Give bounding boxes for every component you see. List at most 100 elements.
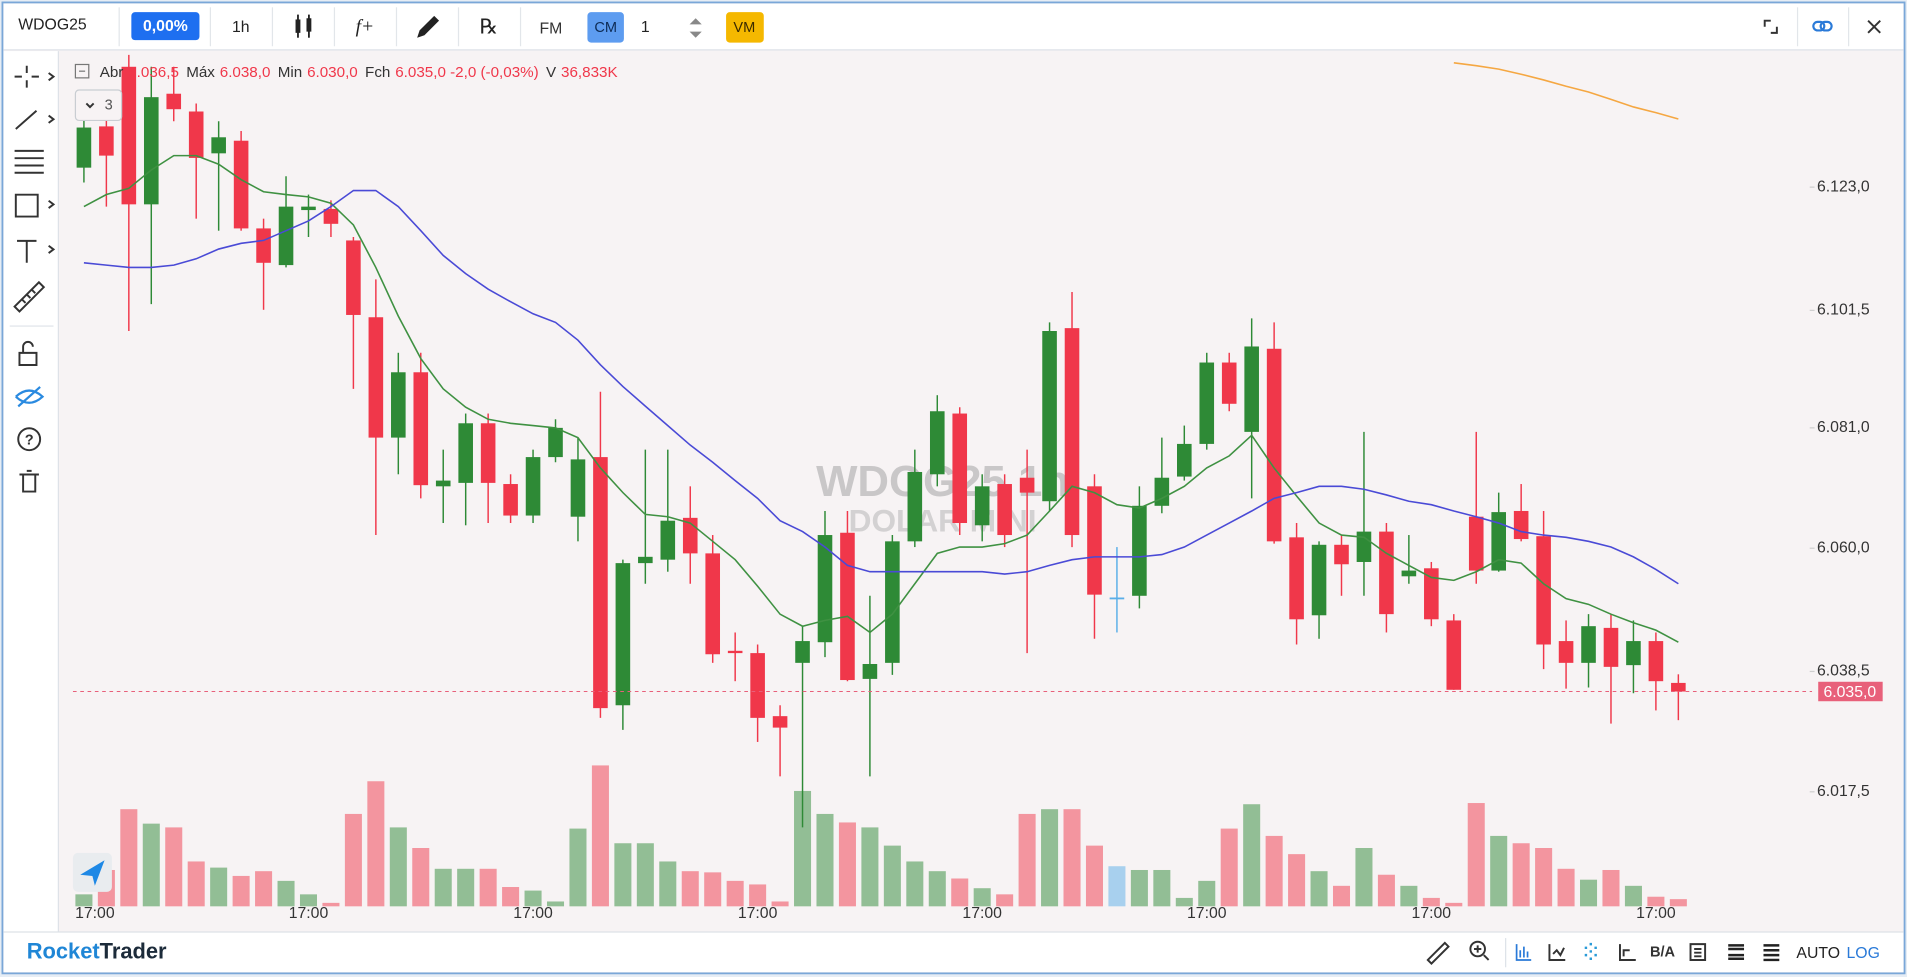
brand-part: Rocket: [27, 938, 101, 963]
dom-toggle[interactable]: [1728, 944, 1745, 960]
cm-button[interactable]: [587, 12, 624, 43]
volume-bar: [524, 890, 542, 907]
volume-bar: [1602, 869, 1620, 907]
volume-bar: [1198, 880, 1216, 907]
lock-tool[interactable]: [18, 340, 38, 366]
candle-body: [885, 541, 900, 663]
indicator-count[interactable]: [74, 89, 123, 122]
collapse-legend[interactable]: [74, 63, 90, 79]
zoom-icon[interactable]: [1469, 940, 1486, 958]
y-tick-label: 6.038,5: [1817, 663, 1870, 680]
candle-body: [929, 411, 945, 475]
log-scale[interactable]: LOG: [1847, 945, 1880, 962]
interval[interactable]: 1h: [232, 19, 250, 36]
volume-bar: [210, 867, 228, 907]
fullscreen-icon[interactable]: [1763, 19, 1778, 34]
header-value: 36,833K: [561, 64, 618, 81]
candle-body: [1042, 331, 1057, 502]
volume-bar: [771, 901, 789, 907]
candle-body: [1154, 477, 1170, 506]
x-tick-label: 17:00: [289, 905, 329, 922]
indicators-icon[interactable]: f+: [356, 16, 375, 37]
volume-bar: [591, 765, 609, 907]
auto-scale[interactable]: AUTO: [1796, 945, 1840, 962]
candle-body: [1221, 362, 1237, 404]
candle-body: [862, 663, 878, 679]
help-tool[interactable]: [17, 427, 42, 452]
price-axis: 6.123,0 6.101,5 6.081,0 6.060,0 6.038,5 6.017…: [75, 178, 1883, 922]
rx-icon[interactable]: ℞: [480, 15, 499, 38]
candle-body: [974, 486, 990, 526]
candle-body: [1289, 537, 1304, 620]
volume-bar: [1467, 803, 1485, 907]
candle-body: [188, 111, 204, 158]
volume-bar: [816, 813, 834, 907]
candle-body: [1401, 570, 1417, 577]
candle-body: [660, 520, 676, 560]
volume-bar: [681, 871, 699, 907]
volume-bar: [1153, 869, 1171, 907]
symbol[interactable]: WDOG25: [18, 17, 87, 34]
text-tool[interactable]: [17, 239, 56, 263]
volume-bar: [1535, 848, 1553, 907]
draw-icon[interactable]: [417, 15, 440, 38]
candle-body: [391, 372, 406, 438]
candle-body: [480, 423, 496, 483]
header-value: 6.036,5: [128, 64, 179, 81]
candle-body: [121, 66, 137, 205]
header-label: Abr: [100, 64, 124, 81]
spinner[interactable]: [689, 18, 702, 38]
grid-toggle[interactable]: [1584, 942, 1597, 960]
volume-bar: [299, 894, 317, 907]
volume-bar: [614, 843, 632, 907]
candle-body: [278, 206, 294, 266]
x-tick-label: 17:00: [738, 905, 778, 922]
fm-button[interactable]: FM: [540, 20, 563, 37]
volume-toggle[interactable]: [1515, 944, 1532, 961]
quantity[interactable]: 1: [641, 19, 650, 36]
candle-body: [1379, 531, 1394, 615]
candle-body: [503, 484, 518, 516]
axis-toggle[interactable]: [1619, 944, 1636, 961]
candle-body: [1311, 544, 1327, 616]
volume-bar: [1175, 897, 1193, 907]
candle-body: [795, 641, 810, 663]
times-toggle[interactable]: [1763, 944, 1780, 962]
bid-ask[interactable]: B/A: [1650, 945, 1676, 961]
candle-body: [952, 413, 968, 524]
vm-button[interactable]: [726, 12, 764, 43]
book-toggle[interactable]: [1689, 943, 1707, 961]
hide-tool[interactable]: [15, 386, 45, 408]
x-tick-label: 17:00: [513, 905, 553, 922]
shape-tool[interactable]: [14, 193, 56, 218]
measure-icon[interactable]: [1426, 941, 1450, 965]
volume-bar: [1355, 848, 1373, 907]
crosshair-tool[interactable]: [14, 65, 56, 88]
cm-label: CM: [594, 20, 617, 36]
volume-bar: [659, 861, 677, 907]
candle-body: [727, 650, 743, 654]
fib-tool[interactable]: [14, 149, 44, 174]
line-tool[interactable]: [15, 109, 56, 130]
volume-bar: [1580, 879, 1598, 907]
close-icon[interactable]: [1867, 19, 1881, 34]
ruler-tool[interactable]: [13, 280, 46, 313]
header-label: Fch: [365, 64, 390, 81]
candle-body: [1536, 536, 1551, 645]
link-icon[interactable]: [1812, 20, 1833, 32]
candle-body: [458, 423, 473, 483]
candle-body: [346, 240, 361, 315]
indicator-toggle[interactable]: [1548, 944, 1566, 961]
change-button[interactable]: [131, 12, 200, 41]
volume-bar: [277, 880, 295, 907]
top-toolbar: WDOG25 0,00% 1h f+ ℞ FM CM 1 VM: [3, 3, 1904, 51]
delete-tool[interactable]: [19, 469, 39, 493]
volume-bar: [1288, 854, 1306, 907]
change: 0,00%: [143, 18, 188, 35]
ohlc-header: Abr 6.036,5 Máx 6.038,0 Min 6.030,0 Fch 6.035,0…: [100, 64, 618, 81]
candle-type-icon[interactable]: [295, 14, 312, 38]
candle-body: [1626, 641, 1641, 666]
y-tick-label: 6.123,0: [1817, 178, 1870, 195]
volume-bar: [1063, 809, 1081, 907]
candle-body: [525, 457, 541, 516]
